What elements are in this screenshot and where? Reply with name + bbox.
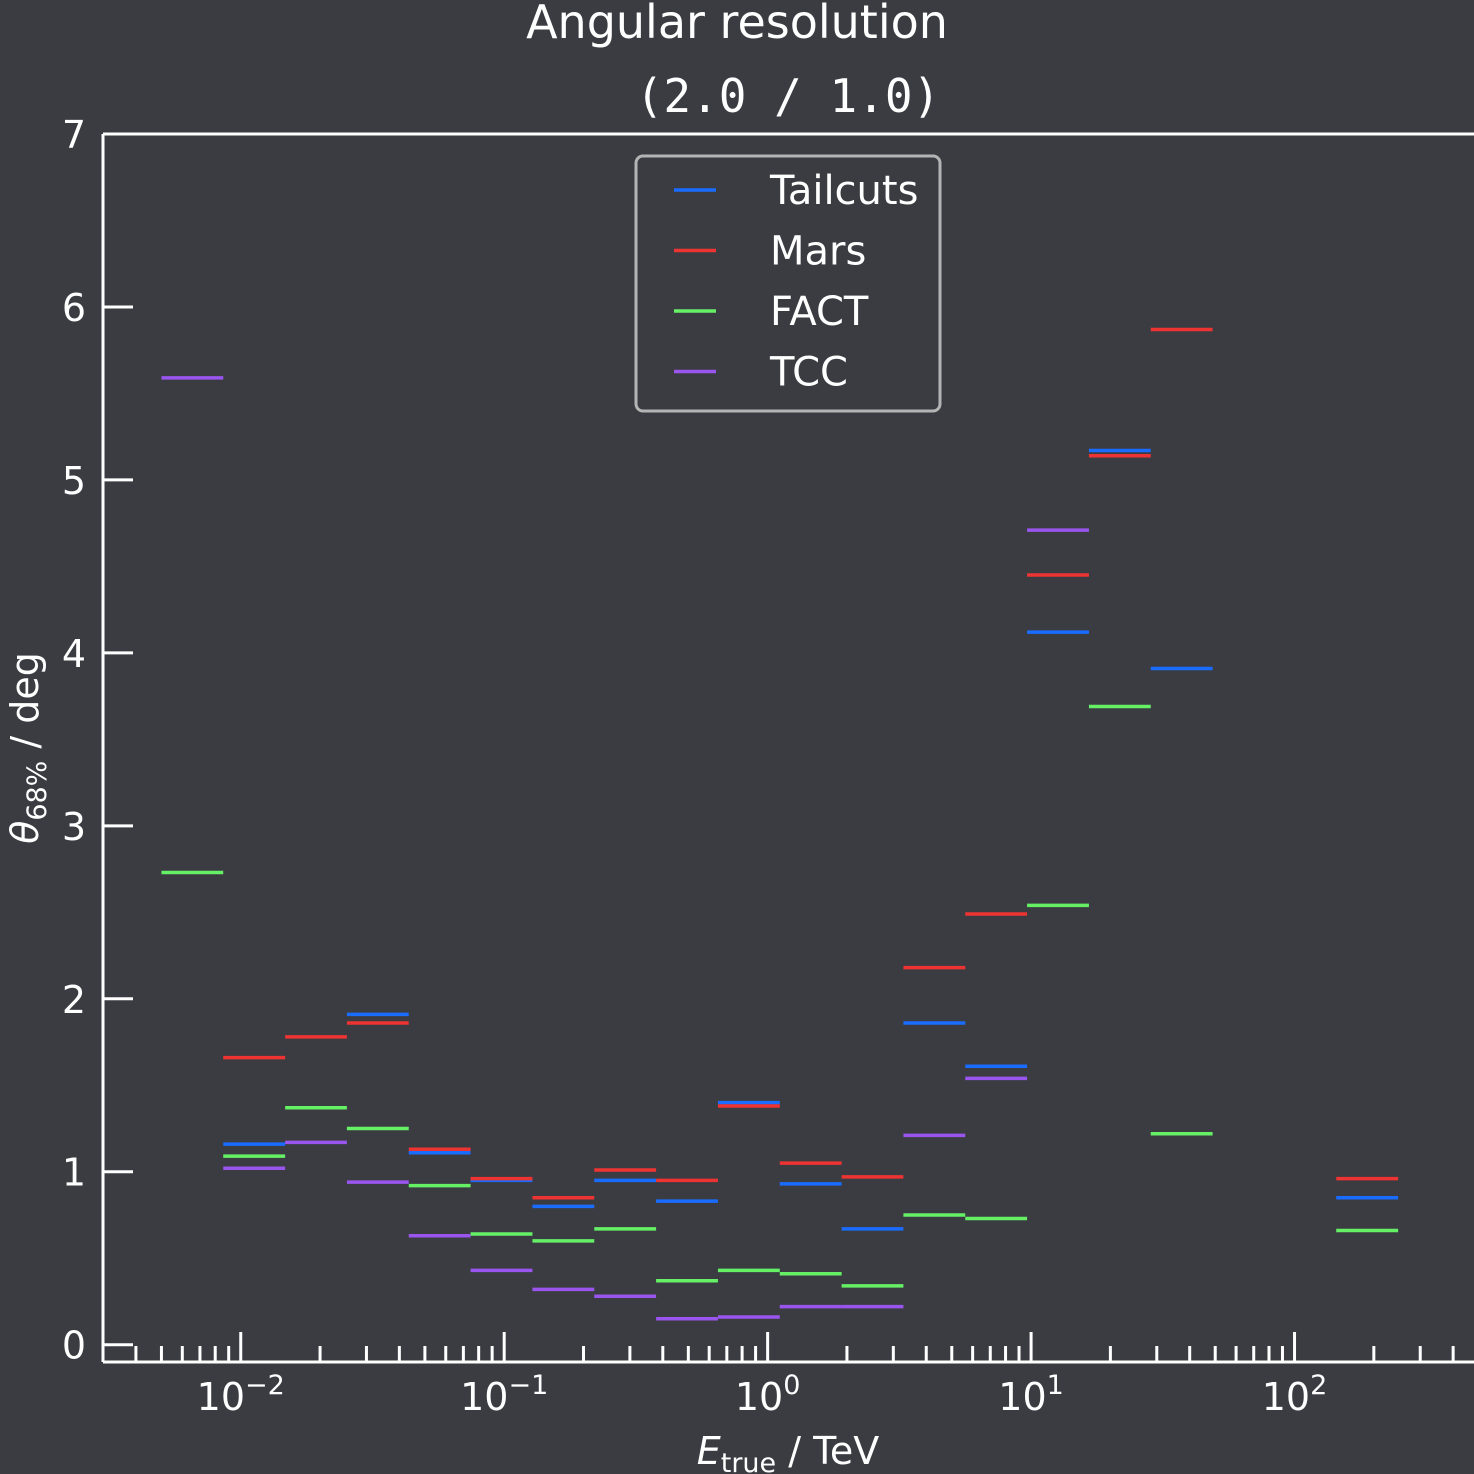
axes xyxy=(101,132,1474,1364)
x-tick-exponent: −1 xyxy=(508,1370,548,1401)
y-tick-label: 7 xyxy=(62,113,86,157)
y-axis-label: θ68% / deg xyxy=(3,652,53,844)
chart-title: Angular resolution xyxy=(526,0,948,49)
x-axis-ticks: 10−2 10−1 100 101 102 xyxy=(101,1332,1455,1419)
y-tick-label: 6 xyxy=(62,286,86,330)
y-axis-label-sub: 68% xyxy=(22,761,53,821)
x-tick-base: 10 xyxy=(460,1375,508,1419)
series-tcc xyxy=(161,376,1089,1321)
x-tick-base: 10 xyxy=(197,1375,245,1419)
x-axis-label: Etrue / TeV xyxy=(697,1429,880,1474)
chart-subtitle: (2.0 / 1.0) xyxy=(636,69,941,123)
y-tick-label: 1 xyxy=(62,1151,86,1195)
x-tick-label: 10−2 xyxy=(197,1370,285,1419)
legend-label: FACT xyxy=(770,289,869,335)
legend: Tailcuts Mars FACT TCC xyxy=(634,154,942,413)
legend-box xyxy=(634,154,942,413)
x-tick-label: 100 xyxy=(735,1370,801,1419)
x-tick-exponent: 0 xyxy=(783,1370,800,1401)
series-fact xyxy=(161,704,1399,1288)
x-tick-base: 10 xyxy=(735,1375,783,1419)
y-tick-label: 5 xyxy=(62,459,86,503)
x-tick-label: 10−1 xyxy=(460,1370,548,1419)
series-tailcuts xyxy=(223,448,1399,1231)
y-tick-label: 0 xyxy=(62,1324,86,1368)
legend-label: TCC xyxy=(769,350,848,396)
y-axis-label-main: θ xyxy=(3,821,47,844)
y-axis-ticks: 0 1 2 3 4 5 6 7 xyxy=(62,113,133,1368)
x-tick-base: 10 xyxy=(998,1375,1046,1419)
y-tick-label: 3 xyxy=(62,805,86,849)
x-tick-exponent: 1 xyxy=(1047,1370,1064,1401)
x-tick-base: 10 xyxy=(1262,1375,1310,1419)
x-tick-label: 102 xyxy=(1262,1370,1328,1419)
x-tick-label: 101 xyxy=(998,1370,1064,1419)
legend-label: Tailcuts xyxy=(769,168,918,214)
x-tick-exponent: 2 xyxy=(1310,1370,1327,1401)
y-tick-label: 2 xyxy=(62,978,86,1022)
plot-area xyxy=(161,327,1399,1321)
y-axis-label-unit: / deg xyxy=(3,652,47,761)
x-axis-label-sub: true xyxy=(721,1448,776,1474)
x-tick-exponent: −2 xyxy=(245,1370,285,1401)
x-axis-label-main: E xyxy=(697,1429,721,1473)
legend-label: Mars xyxy=(770,229,866,275)
series-mars xyxy=(223,327,1399,1200)
y-tick-label: 4 xyxy=(62,632,86,676)
x-axis-label-unit: / TeV xyxy=(776,1429,879,1473)
